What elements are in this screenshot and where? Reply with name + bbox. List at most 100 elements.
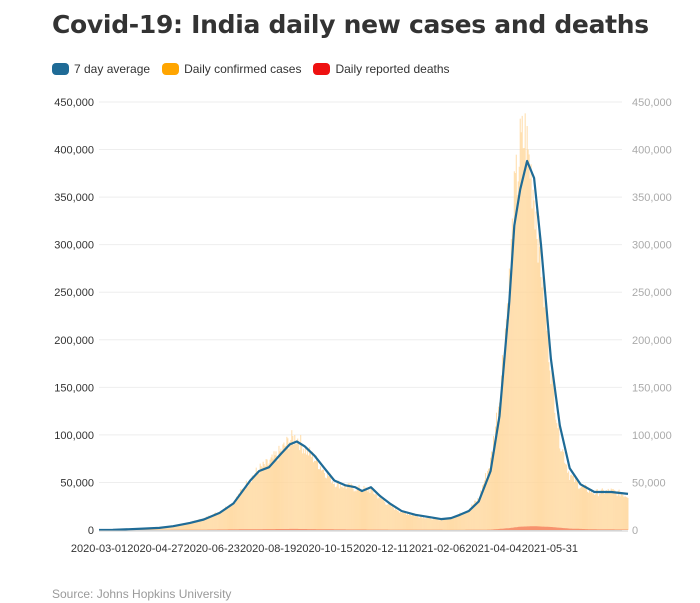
case-bar	[232, 502, 234, 530]
case-bar	[494, 440, 496, 530]
case-bar	[385, 504, 387, 530]
case-bar	[243, 488, 245, 530]
x-tick-label: 2021-04-04	[465, 543, 521, 555]
case-bar	[509, 270, 511, 530]
case-bar	[411, 514, 413, 530]
case-bar	[295, 444, 297, 530]
case-bar	[271, 454, 273, 530]
case-bar	[550, 384, 552, 530]
case-bar	[608, 490, 610, 530]
case-bar	[212, 516, 214, 530]
case-bar	[288, 448, 290, 530]
case-bar	[398, 511, 400, 530]
case-bar	[169, 526, 171, 530]
case-bar	[292, 435, 294, 530]
case-bar	[576, 480, 578, 530]
case-bar	[471, 504, 473, 530]
case-bar	[417, 517, 419, 530]
case-bar	[179, 524, 181, 530]
case-bar	[211, 516, 213, 530]
case-bar	[319, 466, 321, 530]
case-bar	[187, 523, 189, 530]
y-tick-label-left: 50,000	[60, 477, 94, 489]
case-bar	[269, 459, 271, 530]
case-bar	[399, 512, 401, 530]
legend: 7 day average Daily confirmed cases Dail…	[52, 62, 462, 76]
case-bar	[468, 510, 470, 530]
case-bar	[377, 498, 379, 530]
case-bar	[498, 402, 500, 530]
case-bar	[532, 189, 534, 531]
case-bar	[482, 485, 484, 530]
case-bar	[268, 463, 270, 530]
x-tick-label: 2020-06-23	[184, 543, 240, 555]
y-tick-label-right: 350,000	[632, 192, 672, 204]
average-line	[98, 159, 629, 532]
case-bar	[272, 458, 274, 530]
case-bar	[368, 489, 370, 530]
case-bar	[547, 323, 549, 530]
y-tick-label-right: 100,000	[632, 430, 672, 442]
legend-item-daily-reported-deaths[interactable]: Daily reported deaths	[313, 62, 450, 76]
case-bar	[224, 509, 226, 530]
case-bar	[416, 516, 418, 530]
case-bar	[231, 505, 233, 530]
legend-item-7-day-average[interactable]: 7 day average	[52, 62, 150, 76]
case-bar	[536, 238, 538, 530]
case-bar	[587, 492, 589, 530]
case-bar	[226, 508, 228, 530]
case-bar	[365, 487, 367, 530]
case-bar	[467, 510, 469, 530]
case-bar	[298, 443, 300, 530]
case-bar	[607, 488, 609, 530]
case-bar	[583, 485, 585, 530]
y-tick-label-right: 200,000	[632, 335, 672, 347]
case-bar	[332, 483, 334, 530]
case-bar	[563, 452, 565, 530]
case-bar	[557, 428, 559, 530]
case-bar	[384, 502, 386, 530]
case-bar	[624, 495, 626, 530]
case-bar	[611, 489, 613, 530]
case-bar	[323, 473, 325, 530]
case-bar	[443, 519, 445, 530]
case-bar	[205, 517, 207, 530]
case-bar	[234, 502, 236, 530]
y-axis-left: 0 50,000 100,000 150,000 200,000 250,000 300,0…	[54, 97, 94, 537]
case-bar	[223, 510, 225, 530]
case-bar	[552, 373, 554, 530]
case-bar	[357, 487, 359, 530]
case-bar	[317, 461, 319, 530]
case-bar	[331, 481, 333, 530]
case-bar	[598, 493, 600, 530]
case-bar	[542, 262, 544, 530]
case-bar	[379, 495, 381, 530]
case-bar	[353, 491, 355, 530]
legend-item-daily-confirmed-cases[interactable]: Daily confirmed cases	[162, 62, 301, 76]
case-bar	[360, 490, 362, 530]
case-bar	[480, 490, 482, 530]
case-bar	[313, 462, 315, 530]
case-bar	[452, 517, 454, 530]
case-bar	[312, 451, 314, 530]
case-bar	[534, 229, 536, 530]
case-bar	[164, 527, 166, 530]
case-bar	[373, 493, 375, 530]
case-bar	[605, 489, 607, 530]
case-bar	[336, 481, 338, 530]
case-bar	[613, 489, 615, 530]
case-bar	[434, 518, 436, 530]
case-bar	[236, 497, 238, 530]
y-tick-label-left: 350,000	[54, 192, 94, 204]
case-bar	[407, 514, 409, 530]
case-bar	[431, 519, 433, 530]
case-bar	[514, 173, 516, 530]
case-bar	[436, 518, 438, 530]
case-bar	[349, 488, 351, 530]
case-bar	[229, 504, 231, 530]
case-bar	[504, 328, 506, 530]
case-bar	[351, 485, 353, 530]
case-bar	[193, 521, 195, 530]
case-bar	[465, 511, 467, 530]
case-bar	[296, 443, 298, 530]
